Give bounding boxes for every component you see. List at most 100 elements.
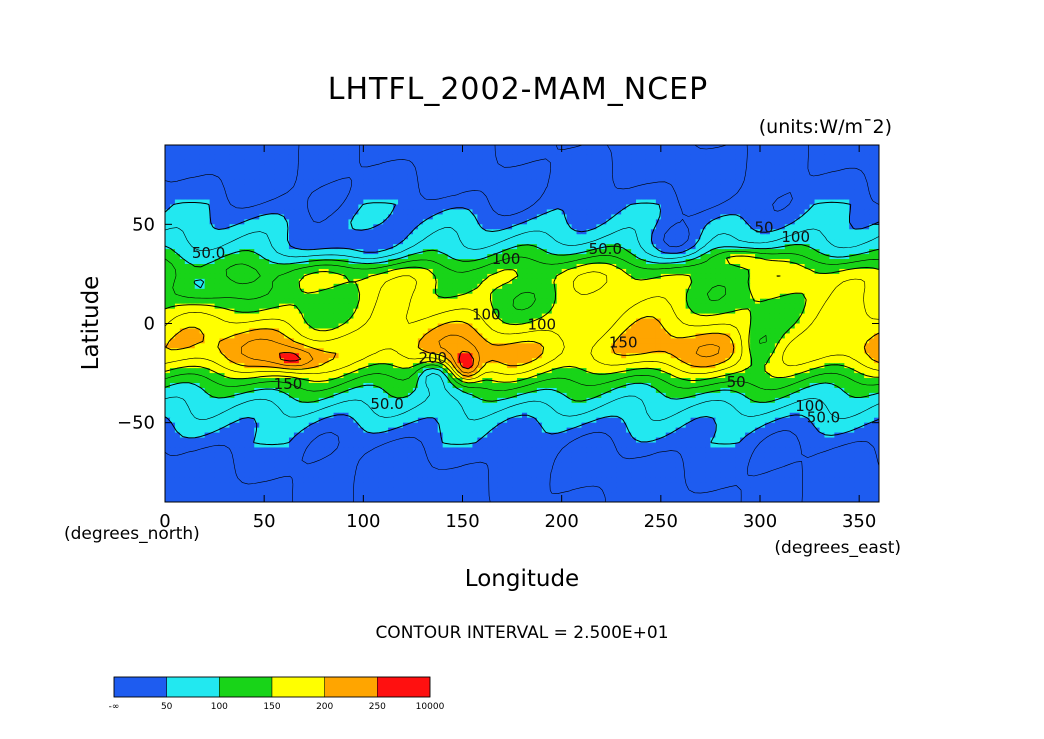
contour-cell — [789, 254, 796, 260]
contour-cell — [259, 234, 265, 240]
contour-cell — [700, 249, 707, 255]
contour-cell — [393, 293, 399, 300]
contour-cell — [422, 149, 429, 156]
contour-cell — [407, 283, 414, 290]
contour-cell — [427, 239, 434, 245]
contour-cell — [566, 264, 573, 270]
contour-cell — [566, 184, 573, 191]
contour-cell — [224, 259, 231, 265]
contour-cell — [492, 159, 498, 166]
contour-cell — [437, 184, 444, 191]
plot-area: 50.0 50.010010010015015020050.05010010050… — [164, 144, 880, 503]
contour-cell — [581, 159, 588, 166]
contour-cell — [839, 244, 845, 250]
contour-cell — [303, 249, 310, 255]
contour-cell — [393, 273, 399, 280]
contour-cell — [586, 229, 593, 235]
contour-cell — [670, 145, 677, 151]
contour-cell — [591, 264, 597, 270]
contour-cell — [819, 209, 826, 216]
contour-cell — [541, 264, 548, 270]
contour-cell — [626, 184, 632, 191]
contour-cell — [685, 154, 692, 161]
contour-cell — [502, 308, 508, 315]
contour-cell — [844, 239, 850, 245]
contour-cell — [794, 164, 801, 171]
contour-cell — [571, 194, 578, 201]
contour-cell — [447, 239, 454, 245]
contour-cell — [492, 189, 498, 196]
contour-cell — [779, 278, 786, 285]
contour-cell — [809, 298, 816, 305]
contour-cell — [318, 273, 325, 280]
contour-cell — [393, 194, 399, 201]
contour-cell — [655, 194, 662, 201]
contour-cell — [571, 199, 578, 206]
contour-cell — [383, 154, 389, 161]
contour-cell — [482, 293, 488, 300]
contour-cell — [764, 154, 771, 161]
contour-cell — [769, 164, 776, 171]
contour-cell — [165, 179, 171, 186]
contour-cell — [407, 313, 414, 320]
contour-cell — [750, 174, 756, 181]
contour-cell — [849, 209, 855, 216]
contour-cell — [874, 169, 879, 176]
contour-cell — [839, 154, 845, 161]
contour-cell — [735, 219, 741, 225]
contour-cell — [735, 159, 741, 166]
contour-cell — [685, 229, 692, 235]
contour-cell — [298, 303, 305, 310]
contour-cell — [745, 273, 751, 280]
contour-cell — [829, 278, 835, 285]
contour-cell — [636, 179, 642, 186]
contour-cell — [298, 159, 305, 166]
contour-cell — [284, 149, 290, 156]
contour-cell — [507, 204, 513, 211]
contour-cell — [581, 184, 588, 191]
contour-cell — [462, 189, 469, 196]
contour-cell — [655, 159, 662, 166]
contour-cell — [398, 224, 404, 230]
contour-cell — [611, 189, 617, 196]
contour-cell — [690, 159, 697, 166]
contour-cell — [854, 229, 860, 235]
contour-cell — [586, 244, 593, 250]
contour-cell — [477, 214, 483, 220]
contour-cell — [645, 254, 652, 260]
contour-cell — [199, 313, 206, 320]
contour-cell — [512, 209, 518, 216]
contour-cell — [804, 145, 811, 151]
contour-cell — [596, 278, 602, 285]
contour-cell — [844, 268, 850, 275]
contour-cell — [561, 313, 568, 320]
contour-cell — [556, 229, 563, 235]
contour-cell — [298, 219, 305, 225]
contour-cell — [353, 159, 359, 166]
contour-cell — [631, 254, 637, 260]
contour-cell — [546, 169, 553, 176]
contour-cell — [457, 159, 464, 166]
contour-cell — [323, 194, 330, 201]
contour-cell — [784, 164, 791, 171]
contour-cell — [398, 229, 404, 235]
contour-cell — [581, 239, 588, 245]
contour-cell — [348, 249, 355, 255]
contour-cell — [502, 154, 508, 161]
contour-cell — [566, 224, 573, 230]
contour-cell — [705, 224, 712, 230]
contour-cell — [403, 298, 409, 305]
contour-cell — [645, 149, 652, 156]
contour-cell — [452, 264, 459, 270]
contour-cell — [606, 268, 612, 275]
contour-cell — [730, 288, 736, 295]
contour-cell — [665, 154, 672, 161]
contour-cell — [323, 179, 330, 186]
contour-cell — [313, 199, 320, 206]
contour-cell — [794, 179, 801, 186]
contour-cell — [660, 268, 667, 275]
contour-cell — [626, 313, 632, 320]
contour-cell — [715, 288, 721, 295]
contour-cell — [536, 169, 543, 176]
contour-cell — [551, 209, 558, 216]
